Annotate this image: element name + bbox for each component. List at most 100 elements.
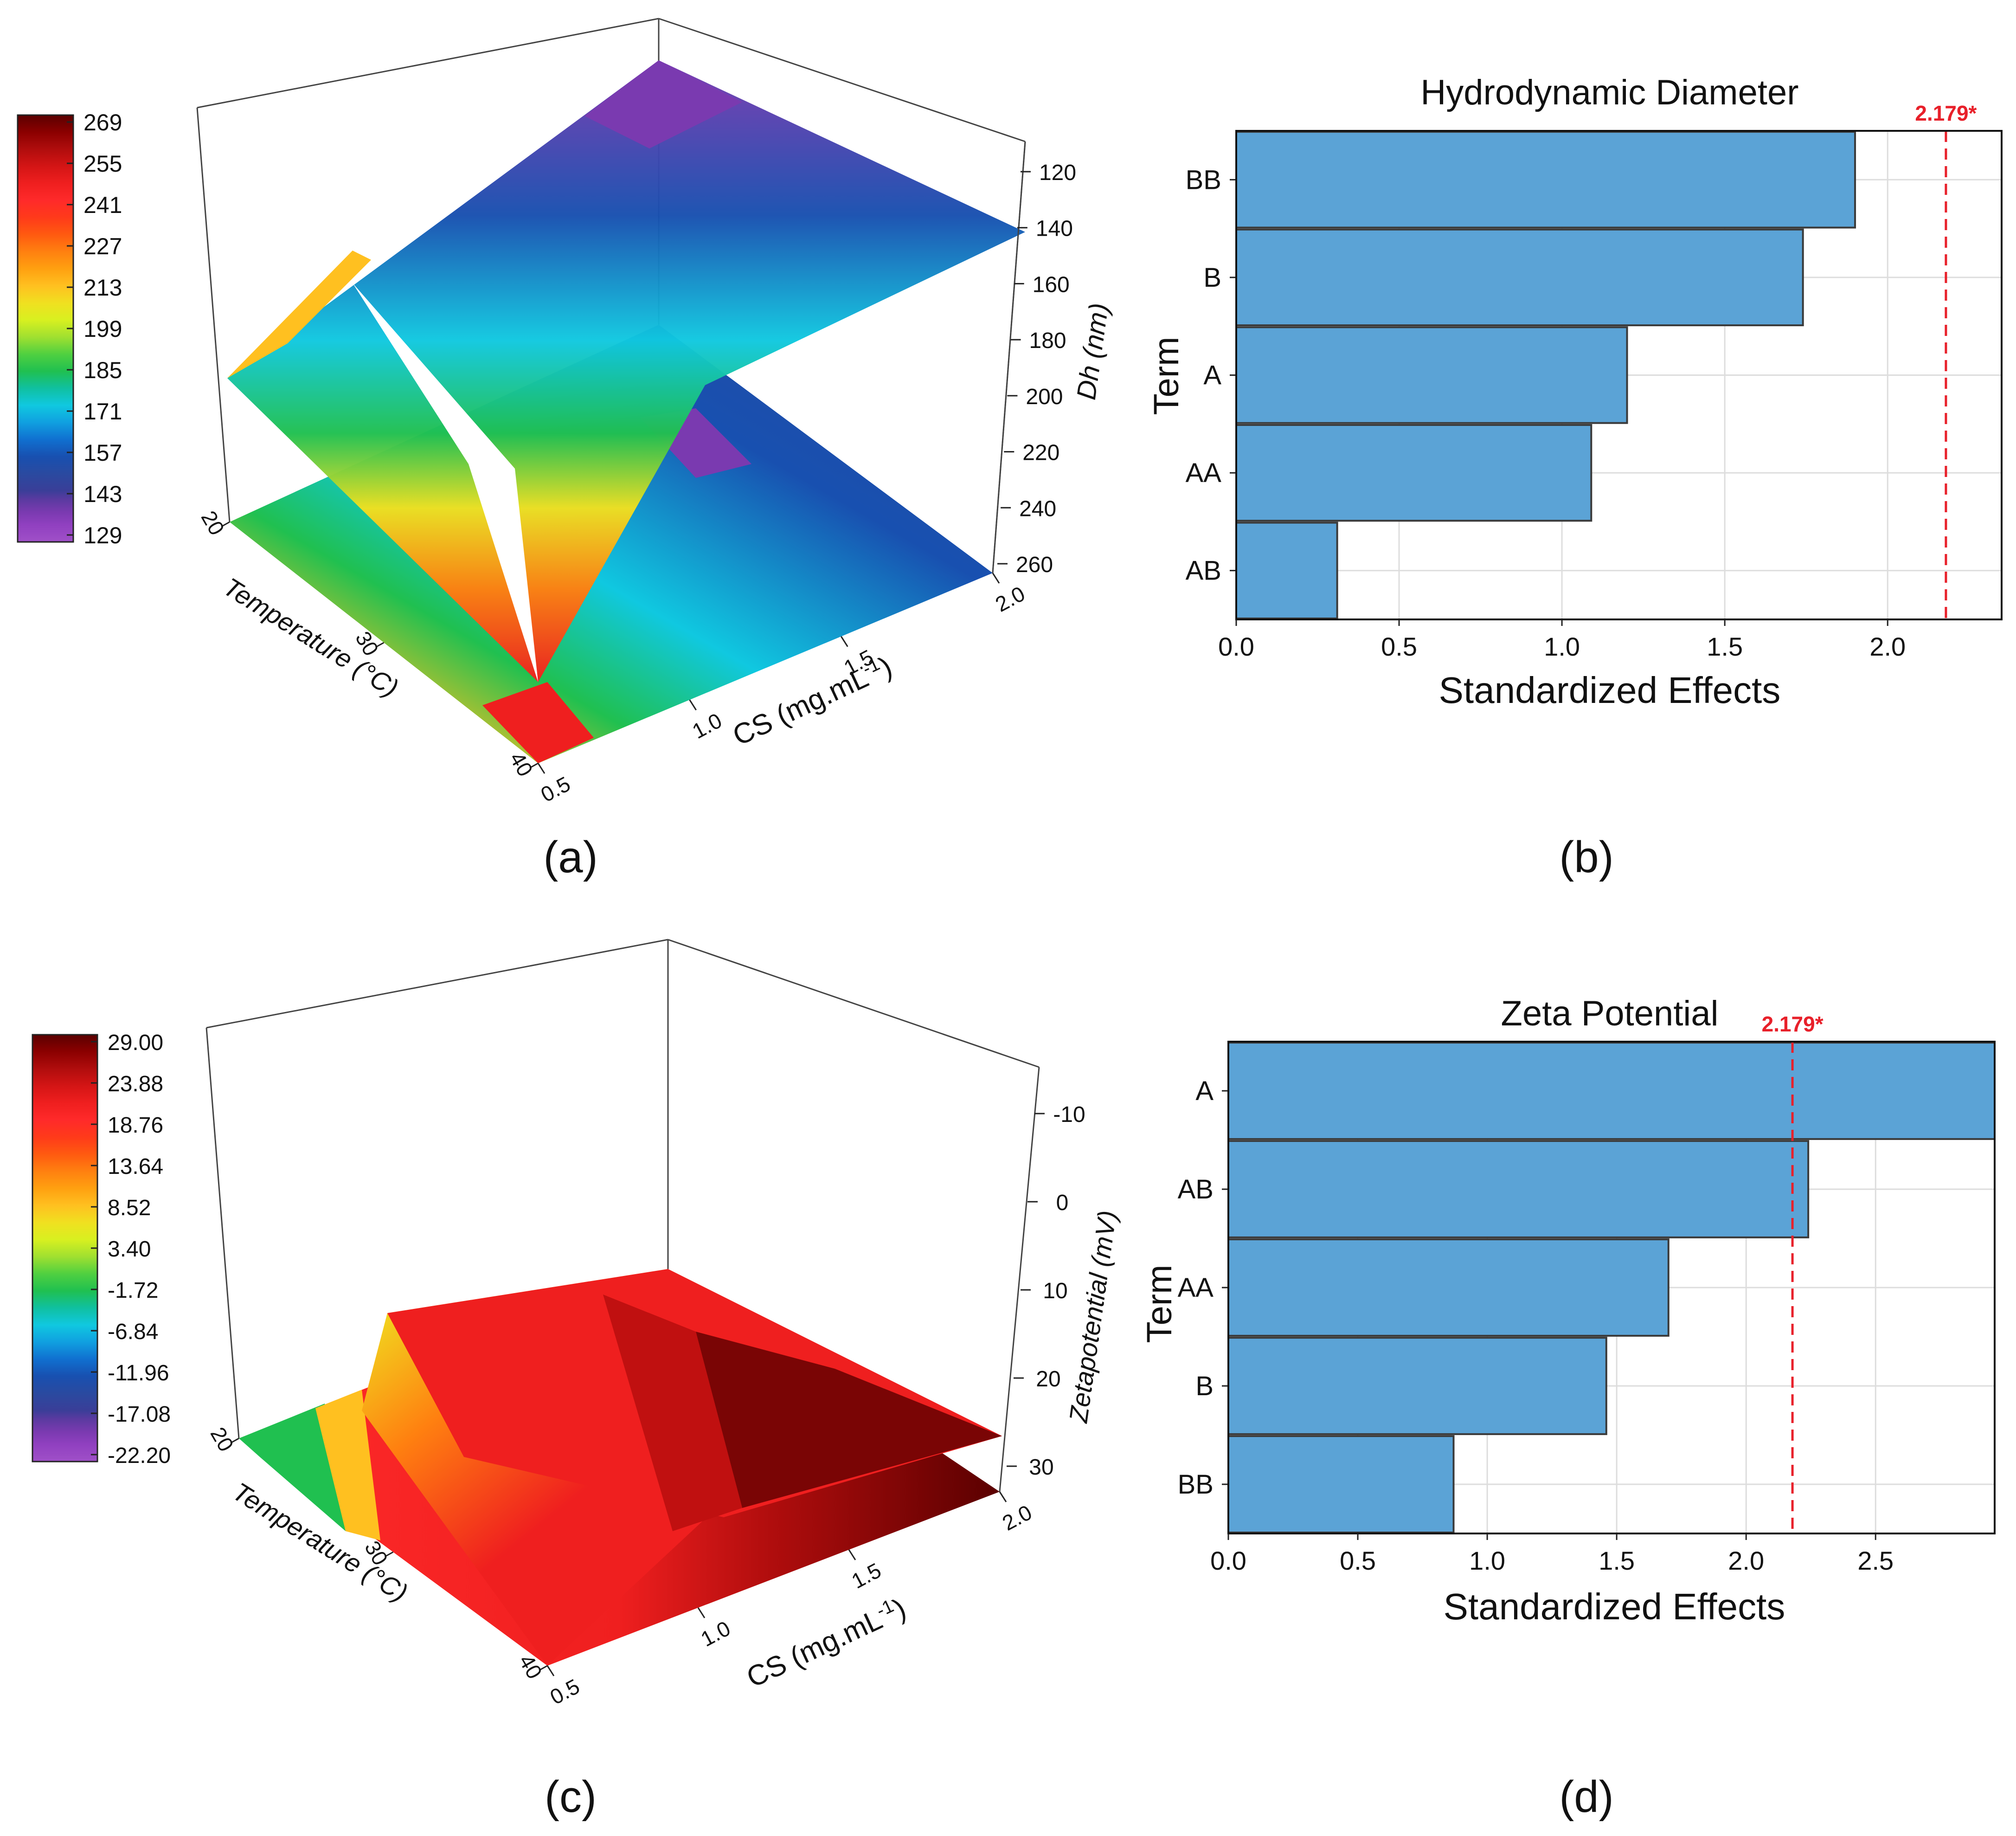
- axis-tick-label: 240: [1019, 496, 1056, 521]
- bar-aa: [1235, 424, 1592, 522]
- bar-ab: [1227, 1140, 1810, 1238]
- colorbar-label: 199: [83, 316, 122, 342]
- colorbar-label: 241: [83, 192, 122, 218]
- colorbar-label: -11.96: [108, 1361, 169, 1385]
- colorbar-c: [32, 1034, 98, 1462]
- x-tick-label: 0.0: [1218, 632, 1254, 661]
- colorbar-label: -6.84: [108, 1320, 158, 1344]
- panel-a-floor-red-zone: [482, 682, 594, 763]
- plot-frame: [1235, 130, 2003, 620]
- axis-tick-label: 120: [1039, 161, 1076, 185]
- category-label: BB: [1178, 1469, 1213, 1500]
- axis-tick: [384, 1551, 394, 1558]
- axis-tick: [539, 1665, 548, 1671]
- axis-tick-label: 20: [1036, 1367, 1060, 1391]
- colorbar-label: 8.52: [108, 1196, 151, 1220]
- panel-a-surface-plot: 269 255 241 227 213 199 185 171 157 143 129 120 140…: [17, 18, 1115, 882]
- axis-tick: [999, 1491, 1007, 1502]
- colorbar-label: -1.72: [108, 1278, 158, 1303]
- panel-c-z-label: Zetapotential (mV): [1063, 1209, 1122, 1425]
- panel-c-surface-mid-red: [603, 1295, 742, 1531]
- panel-d-label: (d): [1559, 1772, 1613, 1822]
- panel-b-label: (b): [1559, 832, 1613, 882]
- category-label: AA: [1186, 458, 1222, 488]
- colorbar-a: [17, 114, 74, 543]
- panel-a-z-axis: [992, 141, 1026, 573]
- x-tick-label: 2.0: [1869, 632, 1906, 661]
- colorbar-label: 171: [83, 399, 122, 425]
- bar-bb: [1227, 1435, 1455, 1533]
- axis-tick-label: 1.0: [688, 708, 726, 743]
- bar-a: [1227, 1042, 1996, 1140]
- axis-tick: [689, 699, 697, 711]
- axis-tick: [529, 762, 539, 769]
- x-tick-label: 1.0: [1544, 632, 1580, 661]
- panel-d-title: Zeta Potential: [1501, 994, 1719, 1033]
- colorbar-label: 13.64: [108, 1154, 163, 1179]
- category-label: AB: [1178, 1174, 1213, 1205]
- axis-tick: [992, 573, 1000, 584]
- panel-c-box: [205, 939, 1040, 1439]
- colorbar-label: 255: [83, 151, 122, 177]
- threshold-label: 2.179*: [1915, 101, 1977, 125]
- axis-tick-label: 20: [206, 1423, 239, 1456]
- bar-ab: [1235, 522, 1338, 619]
- axis-tick: [841, 636, 848, 647]
- panel-b-title: Hydrodynamic Diameter: [1420, 73, 1798, 112]
- bar-aa: [1227, 1238, 1669, 1337]
- colorbar-label: 29.00: [108, 1031, 163, 1055]
- panel-c-z-ticks: -10 0 10 20 30: [1007, 1102, 1085, 1480]
- axis-tick-label: 260: [1016, 553, 1053, 577]
- colorbar-label: 213: [83, 275, 122, 301]
- panel-c-y-label: CS (mg.mL-1): [741, 1591, 911, 1694]
- x-tick-label: 0.5: [1381, 632, 1417, 661]
- panel-c-surface-plot: 29.00 23.88 18.76 13.64 8.52 3.40 -1.72 -6.84 -1…: [32, 939, 1122, 1822]
- category-label: B: [1203, 263, 1221, 293]
- axis-tick-label: 220: [1022, 441, 1059, 465]
- category-label: A: [1203, 361, 1221, 391]
- axis-tick-label: 30: [1029, 1455, 1053, 1480]
- colorbar-label: 185: [83, 357, 122, 383]
- axis-tick-label: 2.0: [998, 1500, 1036, 1535]
- axis-tick-label: 1.0: [697, 1616, 734, 1651]
- x-tick-label: 0.0: [1210, 1546, 1246, 1575]
- axis-tick-label: 0.5: [537, 772, 574, 807]
- axis-tick-label: 140: [1036, 217, 1073, 241]
- category-label: AA: [1178, 1273, 1214, 1303]
- colorbar-label: 18.76: [108, 1113, 163, 1138]
- x-tick-label: 2.0: [1728, 1546, 1764, 1575]
- panel-a-surface-left-fold: [227, 251, 371, 378]
- colorbar-label: 129: [83, 522, 122, 548]
- axis-tick: [221, 521, 230, 528]
- panel-a-label: (a): [543, 832, 597, 882]
- colorbar-label: -22.20: [108, 1443, 171, 1468]
- panel-a-z-ticks: 120 140 160 180 200 220 240 260: [997, 161, 1076, 577]
- colorbar-label: 269: [83, 110, 122, 135]
- panel-c-floor-cool-edge: [239, 1404, 346, 1531]
- colorbar-a-labels: 269 255 241 227 213 199 185 171 157 143 129: [67, 110, 122, 548]
- axis-tick: [546, 1665, 555, 1676]
- colorbar-label: 157: [83, 440, 122, 466]
- axis-tick-label: 1.5: [847, 1558, 885, 1593]
- category-label: AB: [1186, 556, 1221, 586]
- bar-a: [1235, 326, 1628, 424]
- x-tick-label: 1.5: [1599, 1546, 1635, 1575]
- x-tick-label: 1.0: [1469, 1546, 1505, 1575]
- axis-tick-label: 10: [1043, 1279, 1067, 1303]
- axis-tick: [537, 763, 546, 774]
- panel-a-surface-purple-peak: [584, 60, 742, 148]
- colorbar-c-labels: 29.00 23.88 18.76 13.64 8.52 3.40 -1.72 -6.84 -1…: [91, 1031, 171, 1468]
- colorbar-label: 3.40: [108, 1237, 151, 1262]
- colorbar-label: 227: [83, 233, 122, 259]
- axis-tick-label: 180: [1029, 329, 1066, 353]
- axis-tick-label: 20: [197, 507, 230, 539]
- bar-b: [1227, 1337, 1607, 1435]
- panel-d-y-label: Term: [1140, 1265, 1179, 1343]
- category-label: BB: [1186, 165, 1221, 195]
- x-tick-label: 2.5: [1857, 1546, 1894, 1575]
- axis-tick-label: 0.5: [546, 1674, 584, 1709]
- axis-tick: [848, 1549, 856, 1560]
- panel-a-z-label: Dh (nm): [1071, 301, 1115, 401]
